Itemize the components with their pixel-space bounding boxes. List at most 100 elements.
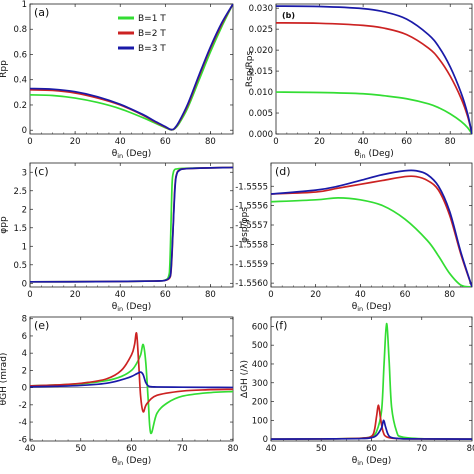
x-tick-label: 0 [27,290,32,300]
panel-tag: (c) [34,165,49,178]
y-tick-label: 3 [22,168,27,178]
y-tick-label: -1.5558 [235,240,268,250]
x-tick-label: 20 [310,290,321,300]
plot-frame [29,316,234,442]
y-tick-label: 1 [22,0,27,10]
x-tick-label: 40 [115,290,126,300]
panel-tag: (d) [275,165,291,178]
x-tick-label: 80 [444,290,455,300]
series-line-b1t [271,322,472,440]
x-tick-label: 40 [266,444,277,454]
y-tick-label: 0.005 [249,109,273,119]
x-tick-label: 0 [268,290,273,300]
y-axis-label: ΔGH (/λ) [240,360,250,398]
y-axis-label: Rsp/Rps [245,51,255,88]
y-tick-label: 0.5 [13,261,27,271]
y-tick-label: -1.5556 [235,202,268,212]
y-axis-label: φsp/φps [240,207,250,243]
y-tick-label: 100 [252,416,268,426]
series-line-b1t [30,343,233,435]
x-tick-label: 70 [177,444,188,454]
panel-e: 40 50 60 70 80 -6 -4 -2 0 2 4 6 8 θin (Deg) θGH (mrad)… [0,315,238,467]
series-line-b3t [30,4,233,131]
panel-tag: (b) [282,11,295,20]
y-tick-label: -2 [19,401,27,411]
x-tick-label: 0 [27,137,32,147]
panel-f: 40 50 60 70 80 0 100 200 300 400 500 600 θin (Deg) ΔG… [240,316,474,467]
x-tick-label: 60 [400,290,411,300]
x-axis-label: θin (Deg) [352,456,392,467]
x-tick-label: 80 [205,290,216,300]
plot-frame [270,316,473,442]
x-tick-label: 40 [355,290,366,300]
x-axis-label: θin (Deg) [352,302,392,313]
series-line-b3t [271,169,472,287]
y-tick-label: -1.5559 [235,260,268,270]
legend: B=1 T B=2 T B=3 T [118,14,166,54]
y-tick-label: 0 [22,384,27,394]
x-tick-label: 60 [126,444,137,454]
x-tick-label: 40 [115,137,126,147]
x-tick-label: 20 [70,290,81,300]
x-tick-label: 60 [401,137,412,147]
panel-d: 0 20 40 60 80 -1.5555 -1.5556 -1.5557 -1.5558 -1.… [235,162,473,313]
x-axis-label: θin (Deg) [112,302,152,313]
series-line-b3t [276,5,472,134]
series-line-b2t [30,332,233,413]
y-tick-label: 400 [252,360,268,370]
y-tick-label: 0.000 [249,130,273,140]
y-tick-label: 0.015 [249,67,273,77]
legend-label: B=3 T [138,44,166,54]
y-tick-label: 200 [252,398,268,408]
x-tick-label: 80 [467,444,474,454]
y-tick-label: 0.010 [249,88,273,98]
x-tick-label: 60 [160,137,171,147]
x-axis-label: θin (Deg) [112,456,152,467]
y-tick-label: 2.5 [13,187,27,197]
series-line-b1t [30,166,233,283]
legend-label: B=2 T [138,29,166,39]
y-tick-label: 600 [252,322,268,332]
y-tick-label: 0.2 [13,101,27,111]
y-tick-label: 0.020 [249,46,273,56]
y-tick-label: -1.5560 [235,279,268,289]
series-line-b1t [271,197,472,287]
x-tick-label: 80 [445,137,456,147]
y-tick-label: -1.5557 [235,221,268,231]
y-tick-label: 2 [22,205,27,215]
x-tick-label: 50 [316,444,327,454]
series-line-b2t [276,22,472,134]
y-tick-label: 1 [22,242,27,252]
y-tick-label: 1.5 [13,224,27,234]
y-tick-label: -4 [19,418,27,428]
y-axis-label: φpp [0,216,9,234]
y-axis-label: θGH (mrad) [0,353,9,406]
y-tick-label: 0 [263,435,268,445]
x-axis-label: θin (Deg) [354,149,394,160]
y-tick-label: 0.6 [13,50,27,60]
x-tick-label: 20 [70,137,81,147]
x-tick-label: 80 [228,444,239,454]
x-tick-label: 40 [25,444,36,454]
y-tick-label: 500 [252,341,268,351]
series-line-b2t [271,404,472,440]
y-tick-label: 6 [22,332,27,342]
y-tick-label: 0 [22,279,27,289]
y-tick-label: 0 [22,126,27,136]
plot-frame [29,162,234,288]
y-tick-label: 0.030 [249,4,273,14]
x-tick-label: 60 [366,444,377,454]
panel-tag: (e) [34,319,49,332]
series-line-b1t [276,91,472,134]
x-tick-label: 80 [205,137,216,147]
x-tick-label: 0 [273,137,278,147]
panel-tag: (a) [34,6,49,19]
y-tick-label: 0.8 [13,25,27,35]
y-tick-label: 300 [252,379,268,389]
series-line-b3t [30,371,233,389]
x-tick-label: 40 [358,137,369,147]
panel-a: 0 20 40 60 80 0 0.2 0.4 0.6 0.8 1 θin (Deg) Rpp (a) [0,0,234,160]
series-line-b2t [30,166,233,283]
series-line-b3t [30,166,233,283]
x-tick-label: 60 [160,290,171,300]
